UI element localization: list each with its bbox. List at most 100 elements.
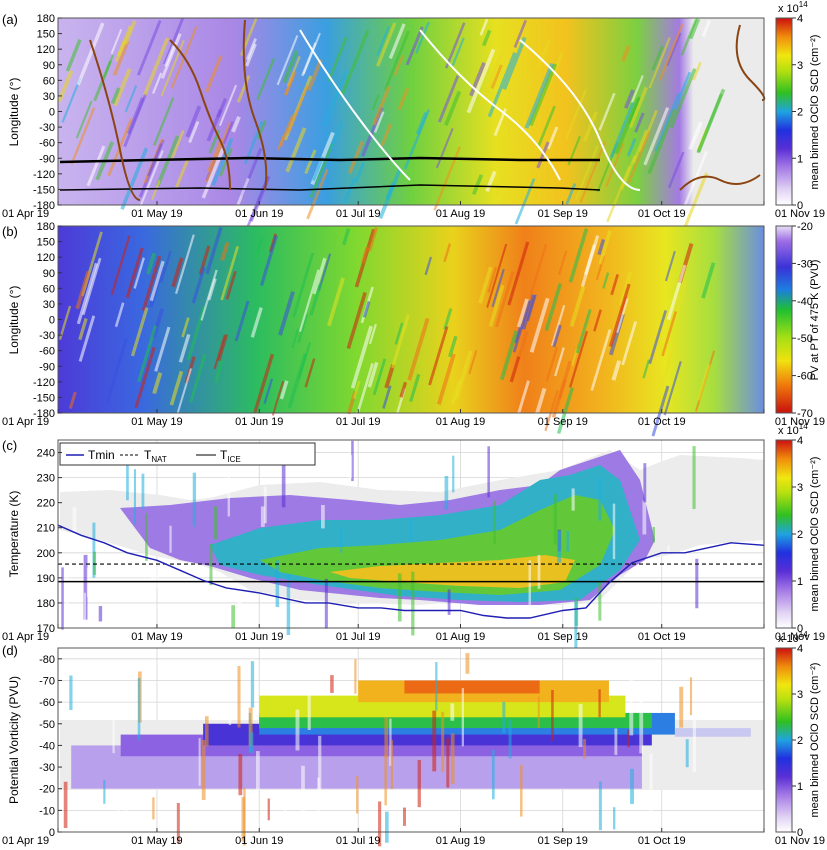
heatmap-streak (611, 360, 622, 381)
colorbar-b-ticks: -20 -30 -40 -50 -60 -70 (792, 221, 813, 420)
heatmap-streak (120, 147, 149, 211)
heatmap-streak (648, 310, 667, 365)
x-tick-label: 01 Jul 19 (336, 631, 381, 643)
heatmap-streak (609, 101, 635, 158)
heatmap-streak (528, 63, 558, 127)
heatmap-streak (219, 147, 233, 177)
heatmap-streak (271, 380, 285, 416)
heatmap-streak (253, 353, 275, 414)
heatmap-streak (151, 72, 163, 95)
heatmap-streak (137, 325, 158, 383)
heatmap-streak (688, 18, 701, 40)
heatmap-streak (323, 69, 349, 127)
heatmap-streak (186, 305, 207, 361)
heatmap-streak (70, 107, 96, 165)
heatmap-streak (174, 157, 190, 189)
y-tick-label: 210 (37, 523, 55, 535)
heatmap-streak (443, 243, 452, 263)
heatmap-streak (614, 97, 641, 155)
heatmap-streak (367, 227, 379, 252)
y-tick-label: 120 (37, 252, 55, 264)
colorbar-a-exponent: x 1014 (778, 0, 808, 15)
x-tick-label: 01 Aug 19 (436, 208, 486, 220)
heatmap-streak (354, 162, 365, 184)
heatmap-b (58, 226, 764, 413)
heatmap-streak (371, 94, 380, 111)
heatmap-streak (329, 121, 343, 151)
heatmap-streak (651, 385, 670, 437)
heatmap-streak (125, 247, 144, 298)
heatmap-streak (529, 297, 550, 353)
heatmap-streak (136, 19, 162, 76)
y-tick-label: -150 (33, 392, 55, 404)
heatmap-streak (415, 21, 430, 54)
heatmap-streak (437, 75, 460, 123)
heatmap-streak (278, 291, 295, 336)
legend-label-nat: TNAT (144, 448, 167, 464)
colorbar-a-ticks: 0 1 2 3 4 (792, 13, 803, 212)
colorbar-tick-label: 0 (797, 200, 803, 212)
heatmap-streak (133, 257, 145, 289)
x-tick-label: 01 May 19 (131, 208, 182, 220)
heatmap-streak (621, 321, 638, 366)
heatmap-streak (558, 250, 568, 276)
heatmap-streak (191, 266, 206, 304)
heatmap-streak (217, 334, 229, 362)
heatmap-streak (564, 89, 587, 141)
axes-frame-c (57, 439, 765, 629)
heatmap-streak (222, 121, 234, 145)
heatmap-streak (615, 297, 629, 333)
heatmap-c-streaks (61, 440, 699, 668)
x-tick-label: 01 Sep 19 (538, 835, 588, 847)
heatmap-streak (405, 26, 424, 66)
colorbar-tick-label: 1 (797, 781, 803, 793)
heatmap-streak (206, 140, 222, 173)
y-tick-label: -20 (39, 784, 55, 796)
heatmap-streak (376, 26, 390, 57)
y-tick-label: -180 (33, 408, 55, 420)
heatmap-streak (112, 40, 130, 77)
heatmap-streak (306, 168, 329, 220)
heatmap-streak (301, 42, 317, 77)
heatmap-streak (245, 43, 257, 67)
heatmap-streak (367, 361, 379, 388)
heatmap-streak (282, 50, 299, 84)
heatmap-streak (524, 62, 555, 129)
heatmap-streak (478, 266, 493, 304)
heatmap-streak (279, 380, 289, 400)
colorbar-tick-label: 1 (797, 153, 803, 165)
heatmap-streak (175, 368, 193, 419)
contour-black (59, 156, 600, 164)
x-ticks-b: 01 Apr 19 01 May 19 01 Jun 19 01 Jul 19 01 A… (2, 409, 825, 428)
heatmap-b-streaks (58, 226, 716, 437)
x-tick-label: 01 Jun 19 (235, 208, 283, 220)
y-tick-label: -120 (33, 169, 55, 181)
heatmap-streak (231, 115, 241, 133)
heatmap-streak (680, 150, 708, 214)
colorbar-tick-label: -60 (797, 371, 813, 383)
legend-box (59, 442, 316, 466)
heatmap-streak (666, 32, 682, 66)
x-tick-label: 01 Sep 19 (538, 416, 588, 428)
heatmap-streak (225, 270, 237, 300)
heatmap-streak (494, 271, 515, 328)
heatmap-streak (701, 19, 712, 38)
heatmap-streak (660, 353, 674, 390)
heatmap-streak (507, 241, 530, 306)
panel-a: (a) 1801501209060300-30-60-90-120-150-18… (2, 0, 825, 232)
heatmap-streak (647, 108, 677, 175)
heatmap-streak (466, 48, 496, 114)
heatmap-streak (372, 85, 391, 126)
contours-a (59, 19, 766, 201)
heatmap-streak (605, 143, 625, 188)
heatmap-streak (76, 262, 98, 325)
heatmap-streak (160, 250, 172, 283)
y-tick-label: 220 (37, 498, 55, 510)
heatmap-streak (245, 38, 257, 61)
heatmap-streak (134, 346, 156, 409)
heatmap-streak (306, 58, 323, 91)
heatmap-streak (181, 317, 190, 338)
y-tick-label: 0 (49, 315, 55, 327)
heatmap-streak (164, 42, 177, 67)
heatmap-streak (276, 35, 299, 86)
